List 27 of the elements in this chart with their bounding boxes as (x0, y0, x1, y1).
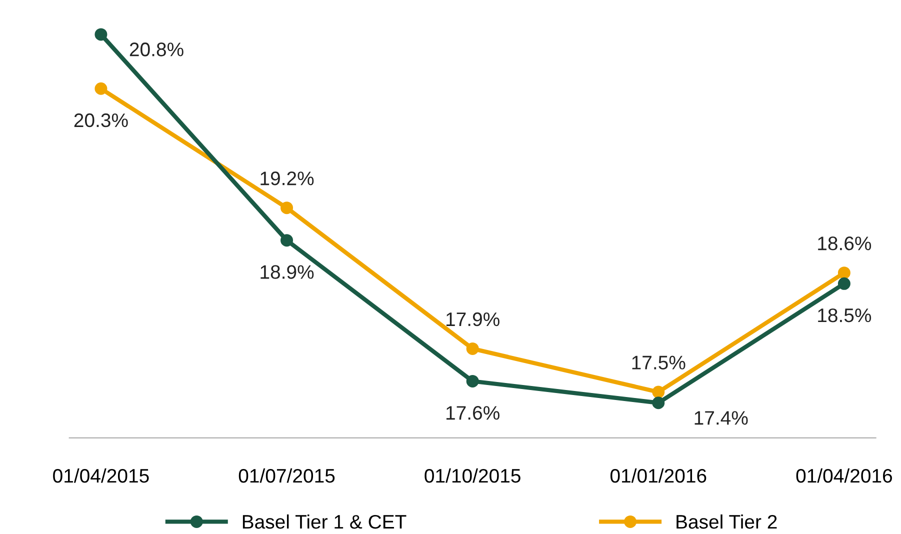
x-tick-label: 01/01/2016 (610, 468, 706, 483)
x-tick-label: 01/10/2015 (424, 468, 520, 483)
legend-label: Basel Tier 1 & CET (242, 514, 406, 529)
x-tick-label: 01/04/2016 (796, 468, 892, 483)
point (466, 374, 479, 388)
point (838, 266, 850, 280)
data-label: 17.4% (694, 411, 748, 425)
x-tick-label: 01/04/2015 (53, 468, 149, 483)
point (280, 234, 294, 247)
point (838, 277, 850, 290)
point (466, 342, 479, 355)
data-label: 20.8% (130, 42, 184, 56)
data-label: 18.9% (260, 265, 314, 279)
data-label: 17.9% (446, 312, 500, 326)
legend-label: Basel Tier 2 (676, 514, 777, 529)
data-label: 17.5% (632, 356, 686, 370)
data-label: 17.6% (446, 406, 500, 420)
data-label: 19.2% (260, 171, 314, 186)
point (94, 82, 108, 95)
data-label: 18.5% (818, 308, 872, 322)
point (652, 386, 665, 398)
point (652, 396, 665, 410)
data-label: 18.6% (818, 236, 872, 250)
x-tick-label: 01/07/2015 (238, 468, 335, 483)
point (280, 202, 294, 214)
point (94, 28, 108, 41)
data-label: 20.3% (74, 113, 128, 128)
